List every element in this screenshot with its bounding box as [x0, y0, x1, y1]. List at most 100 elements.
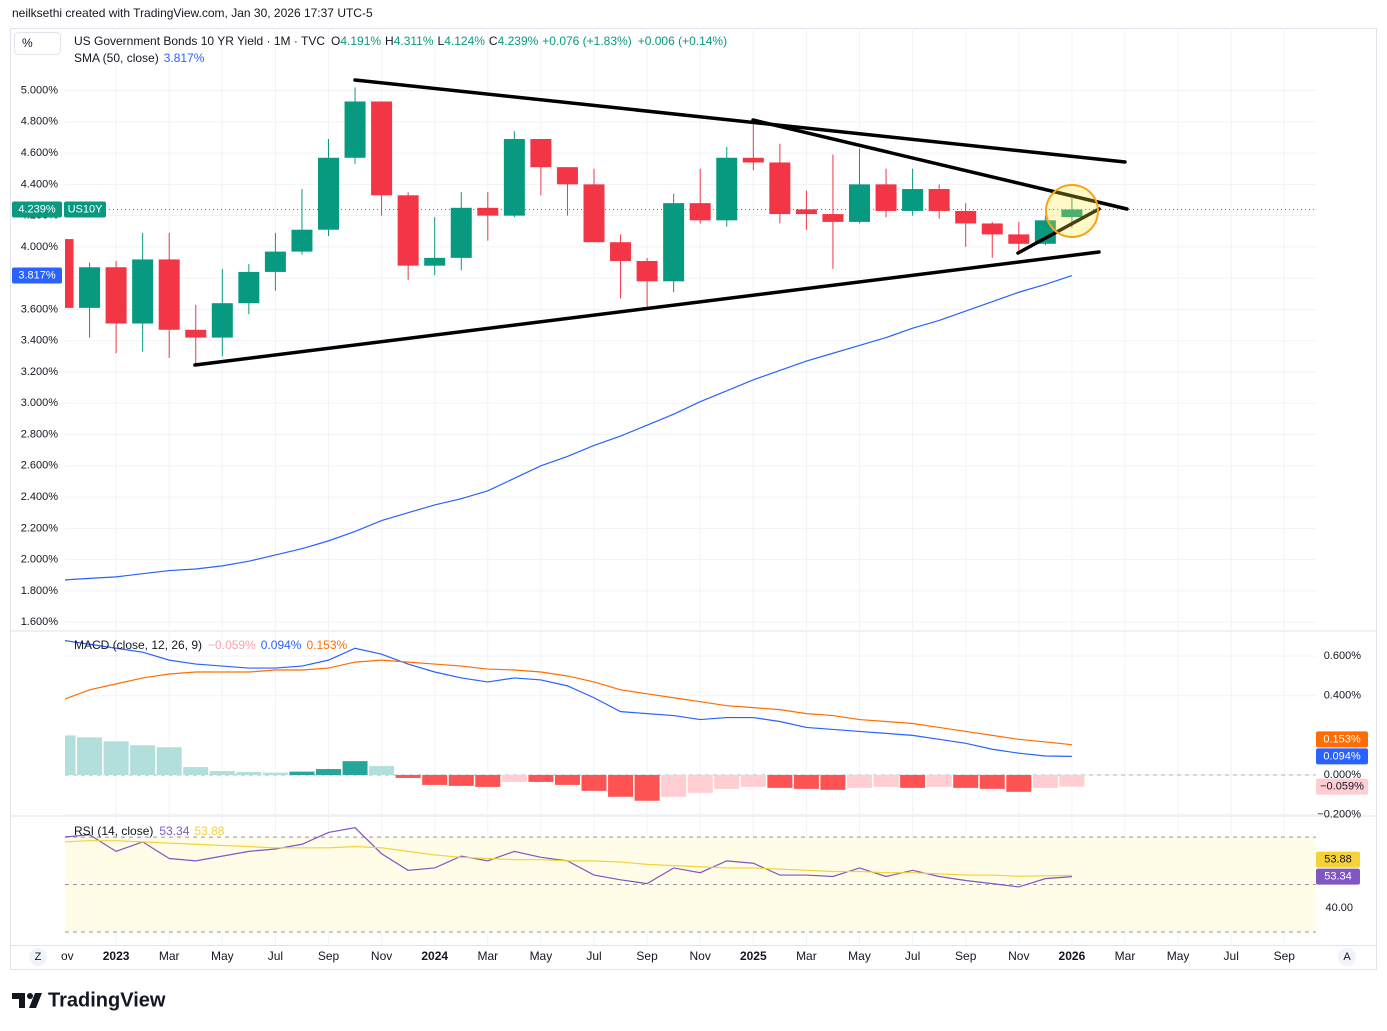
candle-body: [211, 303, 233, 338]
trendline: [1016, 207, 1101, 255]
legend-value: −0.059%: [208, 638, 256, 652]
price-badge-label: −0.059%: [1320, 781, 1364, 793]
y-tick-label: 2.800%: [21, 428, 59, 440]
candle-body: [902, 189, 924, 211]
histogram-bar: [661, 774, 687, 797]
legend-key: L: [438, 34, 445, 48]
histogram-bar: [793, 774, 819, 789]
x-tick-label: Sep: [318, 949, 340, 963]
x-tick-label: Nov: [371, 949, 392, 963]
histogram-bar: [1006, 774, 1032, 792]
logo-mark: [12, 993, 25, 1008]
x-tick-label: Jul: [586, 949, 601, 963]
plot-area: [65, 827, 1072, 888]
histogram-bar: [714, 774, 740, 789]
legend-value: 0.153%: [306, 638, 347, 652]
legend: MACD (close, 12, 26, 9) −0.059% 0.094% 0.15…: [74, 638, 347, 652]
candle-body: [716, 157, 738, 221]
histogram-bar: [740, 774, 766, 787]
candle-body: [132, 259, 154, 324]
y-tick-label: 1.600%: [21, 616, 59, 628]
price-badge-label: 3.817%: [18, 269, 56, 281]
y-tick-label: 2.000%: [21, 554, 59, 566]
highlight-circle: [1045, 184, 1099, 238]
legend-key: H: [385, 34, 394, 48]
candle-body: [556, 167, 578, 185]
trendline: [751, 118, 1129, 211]
legend-change: +0.076 (+1.83%): [542, 34, 631, 48]
histogram-bar: [369, 766, 395, 775]
x-tick-label: Nov: [690, 949, 711, 963]
candle-body: [65, 239, 74, 308]
candle-body: [105, 267, 127, 324]
x-tick-label: 2023: [103, 949, 130, 963]
legend-title: US Government Bonds 10 YR Yield · 1M · T…: [74, 34, 325, 48]
sma-line: [65, 274, 1073, 581]
y-tick-label: 4.600%: [21, 147, 59, 159]
y-tick-label: 4.000%: [21, 241, 59, 253]
candle-body: [795, 209, 817, 215]
legend-key: C: [489, 34, 498, 48]
legend-title: RSI (14, close): [74, 824, 153, 838]
candle-body: [689, 203, 711, 221]
candle-body: [79, 267, 101, 308]
chart-frame: [10, 28, 1377, 970]
histogram-bar: [926, 774, 952, 787]
y-tick-label: 3.400%: [21, 335, 59, 347]
y-tick-label: 3.200%: [21, 366, 59, 378]
histogram-bar: [65, 735, 76, 775]
auto-scale-button[interactable]: [1338, 948, 1356, 966]
candle-body: [742, 157, 764, 163]
price-badge: [1316, 778, 1368, 795]
y-tick-label: 2.200%: [21, 522, 59, 534]
x-tick-label: May: [848, 949, 871, 963]
y-tick-label: 0.400%: [1324, 690, 1362, 702]
histogram-bar: [342, 761, 368, 775]
histogram-bar: [820, 774, 846, 790]
histogram-bar: [236, 772, 262, 775]
trendline-drawings: [193, 78, 1129, 367]
histogram-bar: [77, 737, 103, 775]
y-tick-label: 5.000%: [21, 84, 59, 96]
y-tick-label: 2.600%: [21, 460, 59, 472]
y-tick-label: 1.800%: [21, 585, 59, 597]
unit-button[interactable]: [14, 32, 61, 55]
x-tick-label: Mar: [1115, 949, 1136, 963]
legend-change: +0.006 (+0.14%): [638, 34, 727, 48]
legend-value: 0.094%: [261, 638, 302, 652]
legend: RSI (14, close) 53.34 53.88: [74, 824, 225, 838]
candle-body: [503, 139, 525, 216]
histogram-bar: [130, 745, 156, 775]
legend-value: 4.239%: [498, 34, 539, 48]
unit-label: %: [22, 36, 33, 50]
x-tick-label: May: [211, 949, 234, 963]
histogram-bar: [316, 769, 341, 775]
y-tick-label: 4.800%: [21, 116, 59, 128]
histogram-bar: [900, 774, 926, 788]
histogram-bar: [979, 774, 1005, 789]
candle-body: [955, 210, 977, 224]
controls: % Z A: [14, 32, 1356, 966]
price-badge: [12, 201, 62, 218]
x-tick-label: 2025: [740, 949, 767, 963]
zoom-button[interactable]: [29, 948, 47, 966]
histogram-bar: [183, 767, 209, 775]
candle-body: [1061, 209, 1083, 218]
x-tick-label: May: [1167, 949, 1190, 963]
candle-body: [291, 229, 313, 252]
candle-body: [371, 101, 393, 196]
macd-line: [65, 659, 1072, 746]
price-badge: [1316, 868, 1360, 885]
x-tick-label: Jul: [905, 949, 920, 963]
y-tick-label: 0.600%: [1324, 650, 1362, 662]
histogram-bar: [156, 747, 182, 775]
price-badge: [1316, 731, 1368, 748]
legend-series-name: SMA (50, close): [74, 51, 159, 65]
histogram-bar: [873, 774, 899, 787]
plot-area: [65, 640, 1085, 801]
x-tick-label: Jul: [268, 949, 283, 963]
candle-body: [610, 242, 632, 261]
macd-line: [65, 640, 1072, 757]
x-tick-label: 2026: [1059, 949, 1086, 963]
